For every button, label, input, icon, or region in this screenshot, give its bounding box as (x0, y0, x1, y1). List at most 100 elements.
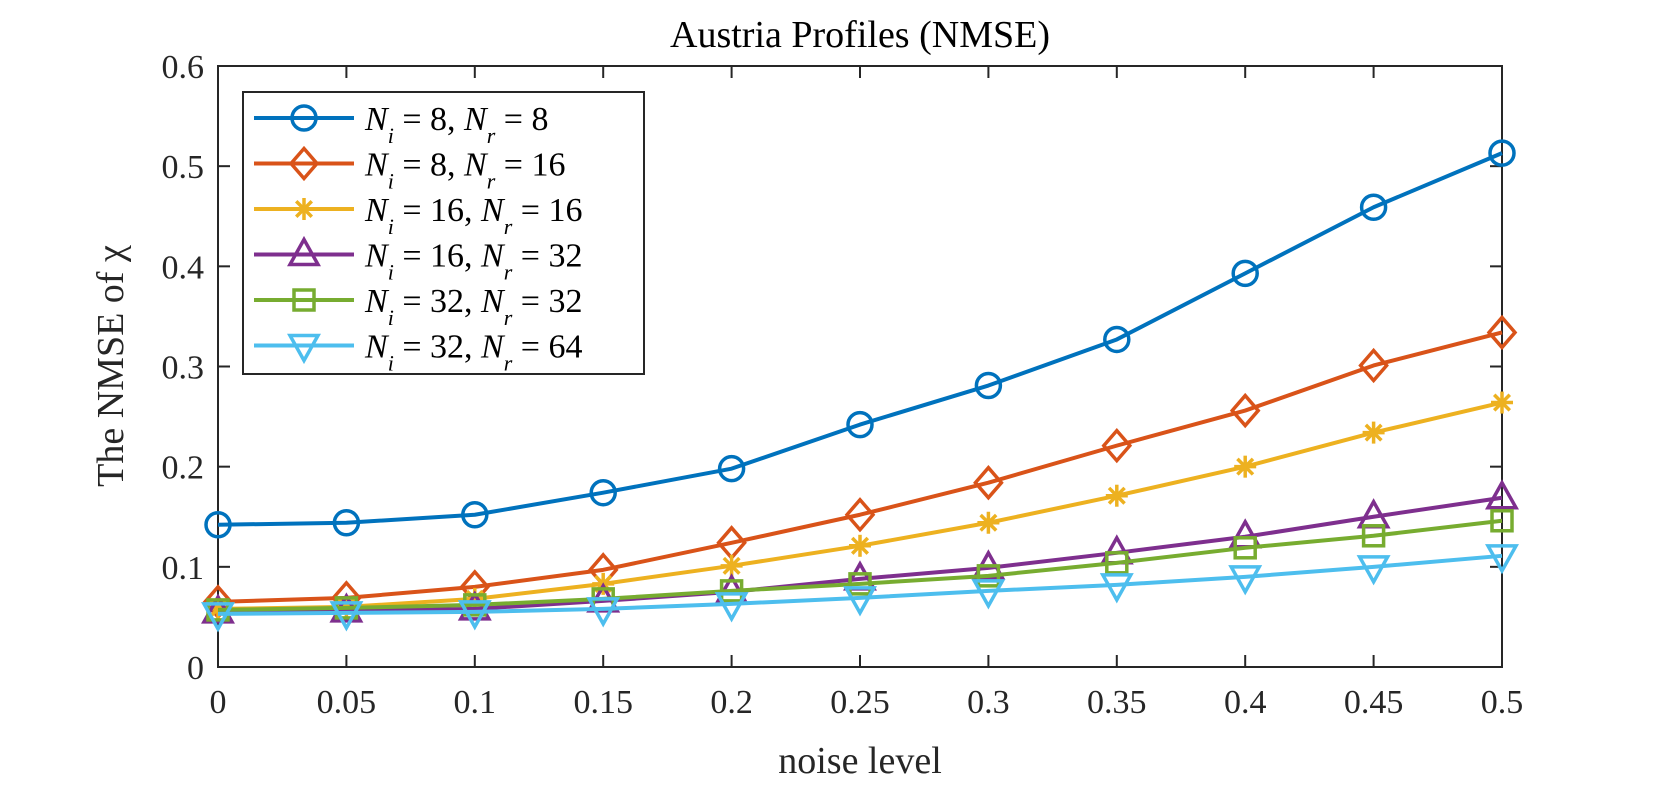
x-tick-label: 0.5 (1481, 684, 1524, 721)
data-point-marker-shape (973, 465, 1004, 501)
legend-label: Ni = 16, Nr = 32 (364, 238, 582, 285)
x-tick-label: 0.1 (454, 684, 497, 721)
data-point-marker (1105, 551, 1129, 575)
data-point-marker (1490, 509, 1514, 533)
legend-entry: Ni = 16, Nr = 16 (254, 192, 582, 239)
legend-entry: Ni = 16, Nr = 32 (254, 235, 582, 285)
data-point-marker (463, 593, 487, 617)
x-tick-label: 0.45 (1344, 684, 1404, 721)
data-point-marker (1485, 544, 1519, 575)
data-point-marker (1359, 193, 1388, 221)
data-point-marker-stroke (1364, 423, 1383, 442)
data-point-marker (1105, 484, 1128, 507)
y-tick-label: 0.2 (162, 450, 205, 487)
data-point-marker-shape (717, 454, 746, 483)
data-point-marker-shape (201, 602, 235, 633)
x-tick-label: 0.4 (1224, 684, 1267, 721)
data-point-marker (204, 511, 232, 539)
data-point-marker (1231, 259, 1259, 288)
data-point-marker-shape (1361, 524, 1386, 548)
x-tick-label: 0.3 (967, 684, 1010, 721)
data-point-marker (717, 454, 746, 483)
data-point-marker-shape (974, 371, 1003, 400)
data-point-marker (720, 554, 743, 577)
data-point-marker (1486, 314, 1518, 351)
data-point-marker-shape (461, 500, 489, 529)
data-point-marker (1101, 427, 1133, 464)
data-point-marker-shape (1101, 427, 1133, 464)
data-point-marker-shape (719, 579, 744, 603)
data-point-marker (1103, 325, 1131, 354)
data-point-marker-shape (1233, 536, 1257, 560)
y-tick-label: 0.5 (162, 149, 205, 186)
data-point-marker (1099, 573, 1134, 604)
data-point-marker-shape (844, 497, 876, 533)
y-tick-label: 0.4 (162, 249, 205, 286)
data-point-marker-shape (329, 601, 364, 632)
data-point-marker-stroke (979, 513, 998, 532)
legend-label: Ni = 32, Nr = 32 (364, 283, 582, 330)
data-point-marker-shape (1228, 565, 1263, 596)
data-point-marker (977, 511, 1000, 534)
legend-marker-icon-shape (292, 288, 316, 312)
x-tick-label: 0.2 (710, 684, 753, 721)
legend-label: Ni = 16, Nr = 16 (364, 192, 582, 239)
data-point-marker (329, 601, 364, 632)
x-tick-label: 0 (210, 684, 227, 721)
y-tick-label: 0 (187, 650, 204, 687)
data-point-marker-shape (1490, 509, 1514, 533)
data-point-marker (1361, 524, 1386, 548)
x-tick-label: 0.05 (317, 684, 377, 721)
legend-entry: Ni = 32, Nr = 64 (254, 329, 582, 375)
data-point-marker (201, 602, 235, 633)
data-point-marker (1491, 391, 1513, 414)
series-6 (201, 544, 1519, 633)
data-point-marker-shape (1231, 259, 1259, 288)
series-line (217, 518, 1503, 612)
series-1 (204, 139, 1516, 539)
legend-marker-icon (287, 235, 321, 267)
series-line (217, 151, 1503, 527)
series-5 (206, 509, 1514, 622)
legend-marker-icon (293, 198, 315, 220)
data-point-marker-shape (1229, 392, 1261, 429)
data-point-marker-shape (1105, 551, 1129, 575)
series-line (217, 495, 1503, 614)
data-point-marker (1488, 139, 1516, 167)
data-point-marker-shape (843, 586, 877, 617)
data-point-marker-shape (1359, 193, 1388, 221)
data-point-marker (971, 579, 1006, 610)
data-point-marker-shape (1486, 314, 1518, 351)
y-tick-label: 0.3 (162, 350, 205, 387)
data-point-marker (589, 478, 617, 507)
legend-marker-icon-stroke (294, 199, 314, 219)
x-tick-label: 0.25 (830, 684, 890, 721)
data-point-marker-stroke (850, 536, 870, 555)
data-point-marker (1234, 455, 1257, 478)
data-point-marker-shape (1488, 139, 1516, 167)
data-point-marker-shape (332, 509, 361, 537)
data-point-marker (848, 572, 872, 596)
data-point-marker (1228, 565, 1263, 596)
legend-box (242, 91, 645, 375)
data-point-marker-shape (1485, 544, 1519, 575)
x-tick-label: 0.15 (573, 684, 633, 721)
data-point-marker (719, 579, 744, 603)
data-point-marker-shape (1356, 555, 1391, 586)
data-point-marker-shape (976, 564, 1001, 588)
data-point-marker-shape (204, 511, 232, 539)
legend-marker-icon (287, 333, 321, 365)
data-point-marker-shape (971, 579, 1006, 610)
legend-label: Ni = 8, Nr = 16 (364, 147, 565, 194)
data-point-marker-shape (586, 597, 621, 628)
data-point-marker-shape (1099, 573, 1134, 604)
data-point-marker-shape (457, 600, 492, 631)
data-point-marker (1358, 347, 1389, 384)
y-tick-label: 0.1 (162, 550, 205, 587)
data-point-marker (844, 497, 876, 533)
data-point-marker-shape (463, 593, 487, 617)
data-point-marker (1485, 479, 1519, 510)
legend-label: Ni = 8, Nr = 8 (364, 101, 548, 148)
data-point-marker-stroke (1492, 393, 1512, 412)
data-point-marker (586, 597, 621, 628)
